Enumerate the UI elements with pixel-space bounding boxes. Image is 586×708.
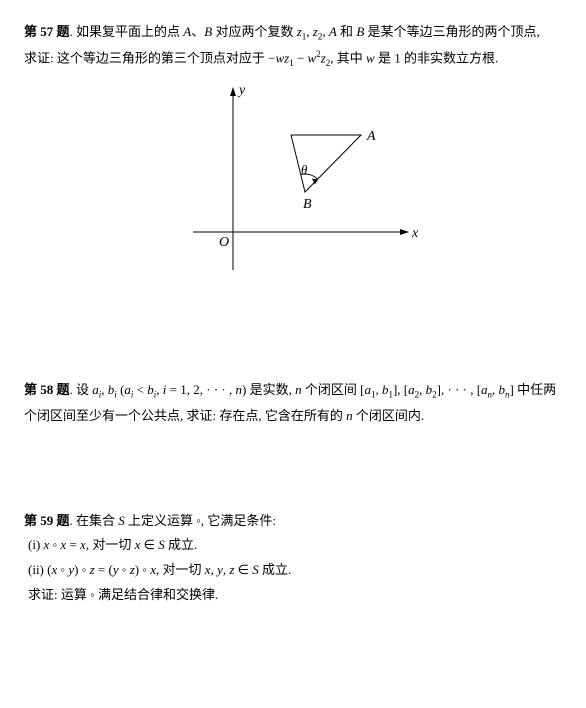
p59-item-ii: (ii) (x ◦ y) ◦ z = (y ◦ z) ◦ x, 对一切 x, y… <box>28 558 562 583</box>
svg-text:O: O <box>219 235 229 250</box>
svg-text:B: B <box>303 197 312 212</box>
svg-text:y: y <box>237 83 246 98</box>
p57-figure: Ox y A Bθ <box>24 80 562 299</box>
problem-59: 第 59 题. 在集合 S 上定义运算 ◦, 它满足条件: (i) x ◦ x … <box>24 509 562 608</box>
svg-text:x: x <box>411 226 419 241</box>
p59-line1: 第 59 题. 在集合 S 上定义运算 ◦, 它满足条件: <box>24 509 562 534</box>
coordinate-diagram: Ox y A Bθ <box>163 80 423 290</box>
p58-title: 第 58 题 <box>24 382 70 397</box>
p59-item-i: (i) x ◦ x = x, 对一切 x ∈ S 成立. <box>28 533 562 558</box>
problem-57-text: 第 57 题. 如果复平面上的点 A、B 对应两个复数 z1, z2, A 和 … <box>24 20 562 72</box>
p57-title: 第 57 题 <box>24 24 70 39</box>
problem-58: 第 58 题. 设 ai, bi (ai < bi, i = 1, 2, · ·… <box>24 378 562 428</box>
svg-text:θ: θ <box>301 162 308 177</box>
p59-title: 第 59 题 <box>24 513 70 528</box>
svg-text:A: A <box>366 129 376 144</box>
p59-line3: 求证: 运算 ◦ 满足结合律和交换律. <box>28 583 562 608</box>
problem-57: 第 57 题. 如果复平面上的点 A、B 对应两个复数 z1, z2, A 和 … <box>24 20 562 298</box>
